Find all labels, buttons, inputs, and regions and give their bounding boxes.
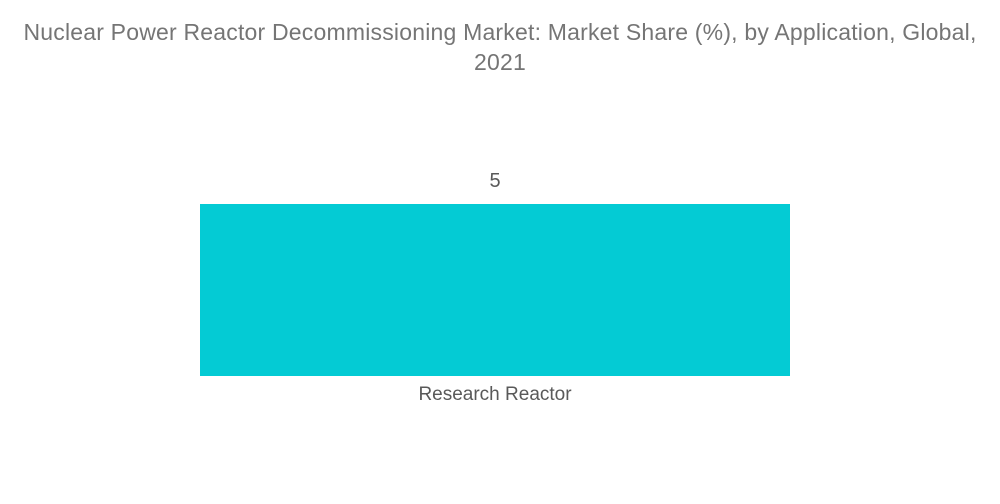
- chart-title-line-1: Nuclear Power Reactor Decommissioning Ma…: [23, 19, 977, 45]
- chart-title: Nuclear Power Reactor Decommissioning Ma…: [0, 17, 1000, 77]
- bar-value-label: 5: [489, 170, 501, 192]
- chart-title-line-2: 2021: [474, 49, 526, 75]
- bar-research-reactor: [200, 204, 790, 376]
- x-axis-category-label: Research Reactor: [418, 384, 572, 405]
